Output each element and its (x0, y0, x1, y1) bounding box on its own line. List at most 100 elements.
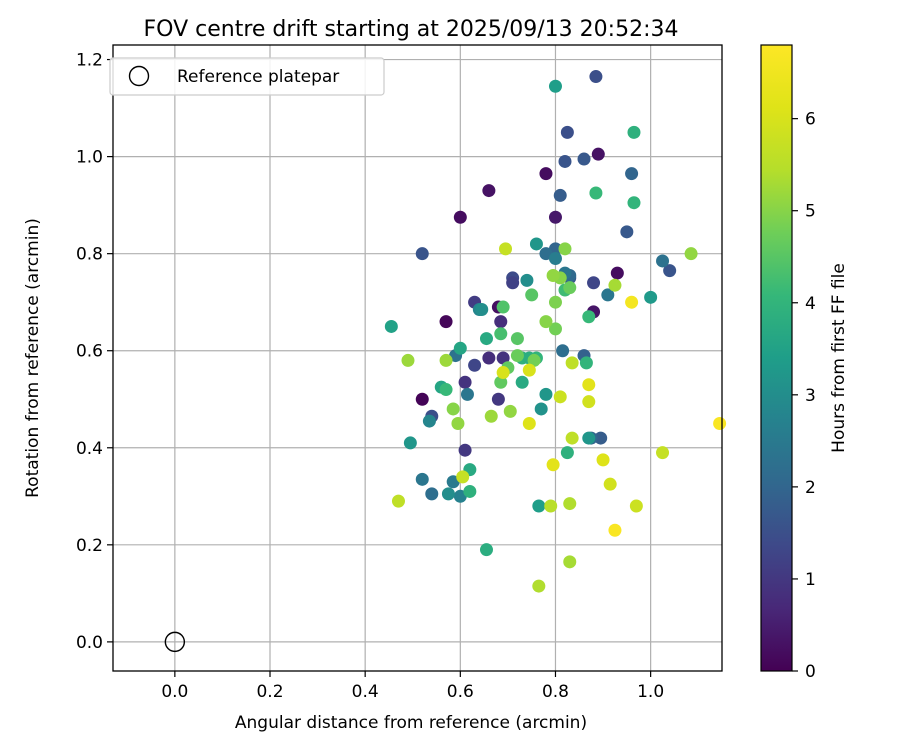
data-point (522, 363, 536, 377)
data-point (591, 147, 605, 161)
data-point (532, 499, 546, 513)
data-point (384, 319, 398, 333)
data-point (468, 358, 482, 372)
data-point (441, 487, 455, 501)
colorbar-tick-label: 3 (805, 386, 816, 406)
plot-frame (112, 44, 723, 672)
colorbar-tick-label: 4 (805, 294, 816, 314)
data-point (484, 409, 498, 423)
data-point (582, 431, 596, 445)
data-point (608, 278, 622, 292)
y-axis-label: Rotation from reference (arcmin) (23, 218, 43, 498)
data-point (403, 436, 417, 450)
y-tick-label: 0.4 (76, 439, 103, 459)
data-point (479, 543, 493, 557)
data-point (608, 523, 622, 537)
x-tick-label: 0.2 (256, 682, 283, 702)
data-point (506, 276, 520, 290)
data-point (553, 390, 567, 404)
data-point (563, 497, 577, 511)
y-tick-label: 1.2 (76, 51, 103, 71)
data-point (582, 395, 596, 409)
x-axis-ticks: 0.0 0.2 0.4 0.6 0.8 1.0 (161, 671, 664, 702)
data-point (582, 310, 596, 324)
data-point (499, 242, 513, 256)
data-point (439, 315, 453, 329)
data-point (446, 402, 460, 416)
data-point (548, 210, 562, 224)
data-point (565, 431, 579, 445)
data-point (494, 327, 508, 341)
data-point (558, 242, 572, 256)
data-point (422, 414, 436, 428)
y-tick-label: 0.8 (76, 245, 103, 265)
colorbar-tick-label: 2 (805, 478, 816, 498)
data-point (587, 276, 601, 290)
data-point (627, 196, 641, 210)
data-point (589, 186, 603, 200)
data-point (463, 484, 477, 498)
data-point (415, 472, 429, 486)
data-point (494, 315, 508, 329)
data-point (610, 266, 624, 280)
legend-marker-icon (128, 65, 150, 87)
data-point (415, 392, 429, 406)
legend-label: Reference platepar (177, 67, 339, 87)
data-point (596, 453, 610, 467)
data-point (548, 322, 562, 336)
data-point (529, 237, 543, 251)
data-point (579, 356, 593, 370)
data-point (482, 184, 496, 198)
y-tick-label: 0.2 (76, 536, 103, 556)
x-tick-label: 1.0 (637, 682, 664, 702)
data-point (534, 402, 548, 416)
x-tick-label: 0.6 (447, 682, 474, 702)
data-point (391, 494, 405, 508)
data-point (548, 79, 562, 93)
data-point (656, 446, 670, 460)
data-point (563, 281, 577, 295)
y-tick-label: 0.6 (76, 342, 103, 362)
data-point (425, 487, 439, 501)
chart-title: FOV centre drift starting at 2025/09/13 … (144, 17, 679, 42)
colorbar-tick-label: 0 (805, 662, 816, 682)
data-point (496, 351, 510, 365)
data-point (560, 446, 574, 460)
data-point (520, 273, 534, 287)
data-point (482, 351, 496, 365)
data-point (629, 499, 643, 513)
data-point (546, 269, 560, 283)
reference-platepar-marker (164, 631, 186, 653)
x-tick-label: 0.0 (161, 682, 188, 702)
data-point (510, 349, 524, 363)
data-point (458, 443, 472, 457)
data-point (625, 295, 639, 309)
data-point (525, 288, 539, 302)
data-point (620, 225, 634, 239)
colorbar-label: Hours from first FF file (829, 263, 849, 453)
colorbar-ticks: 0 1 2 3 4 5 6 (792, 110, 816, 682)
data-point (522, 417, 536, 431)
data-point (684, 247, 698, 261)
x-tick-label: 0.8 (542, 682, 569, 702)
data-point (453, 341, 467, 355)
data-point (453, 210, 467, 224)
data-point (548, 295, 562, 309)
data-point (601, 288, 615, 302)
data-point (458, 375, 472, 389)
data-point (503, 404, 517, 418)
data-point (460, 387, 474, 401)
data-point (589, 70, 603, 84)
data-point (491, 392, 505, 406)
legend-box (109, 57, 385, 96)
y-tick-label: 0.0 (76, 633, 103, 653)
data-point (475, 302, 489, 316)
data-point (510, 332, 524, 346)
data-point (663, 264, 677, 278)
data-point (627, 125, 641, 139)
data-point (415, 247, 429, 261)
data-point (713, 417, 727, 431)
data-point (439, 383, 453, 397)
data-point (563, 555, 577, 569)
